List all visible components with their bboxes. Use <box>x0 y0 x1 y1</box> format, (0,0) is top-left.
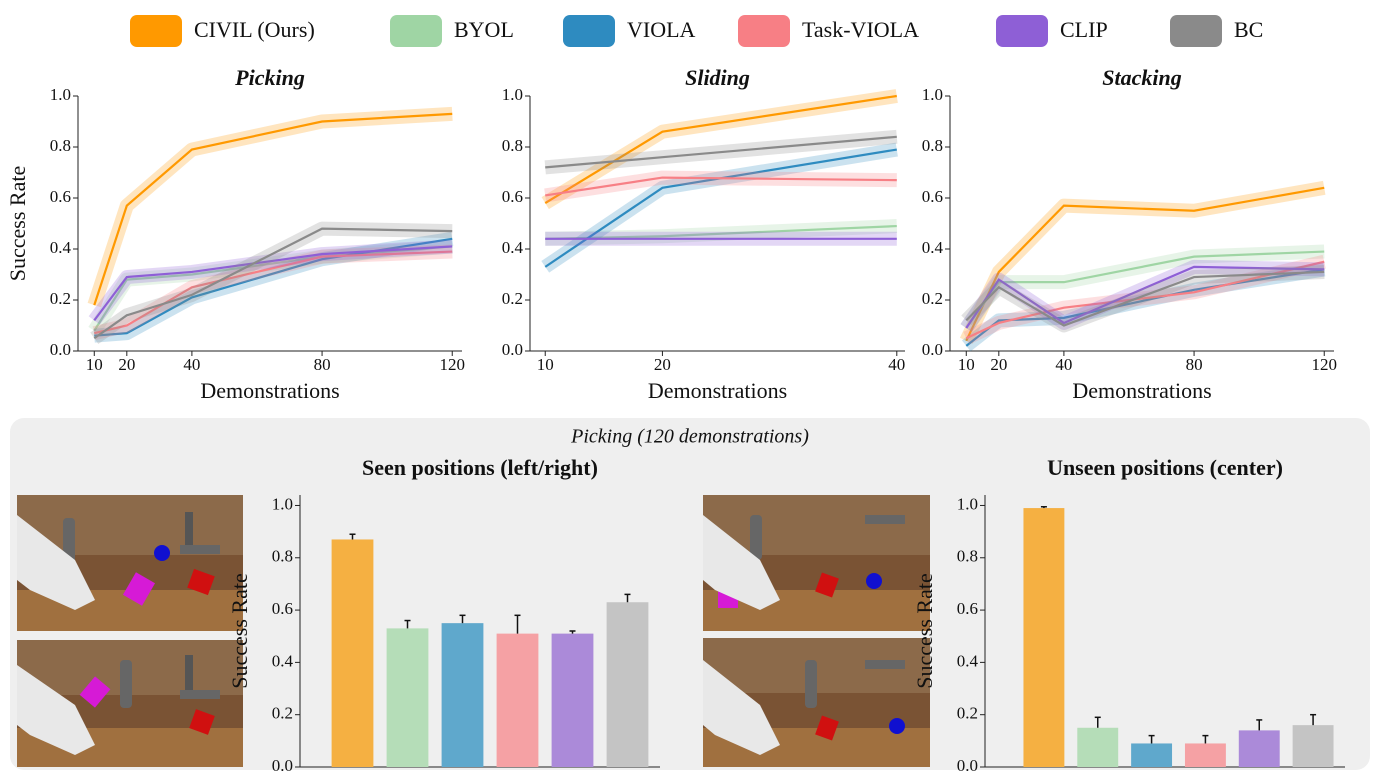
x-tick-label: 120 <box>439 355 465 374</box>
legend-swatch <box>1170 15 1222 47</box>
figure: Picking (120 demonstrations) <box>0 0 1380 771</box>
legend-swatch <box>996 15 1048 47</box>
chart-title: Stacking <box>1102 65 1181 90</box>
scene-image <box>703 495 930 631</box>
bar <box>1023 508 1064 767</box>
bar <box>497 634 539 767</box>
bar <box>442 623 484 767</box>
scene-image <box>17 640 243 767</box>
y-tick-label: 0.4 <box>50 238 72 257</box>
legend-label: CIVIL (Ours) <box>194 17 315 42</box>
y-tick-label: 1.0 <box>50 85 71 104</box>
bar <box>1131 743 1172 767</box>
x-tick-label: 80 <box>314 355 331 374</box>
chart-title: Unseen positions (center) <box>1047 455 1283 480</box>
x-tick-label: 120 <box>1311 355 1337 374</box>
x-tick-label: 40 <box>888 355 905 374</box>
legend-label: CLIP <box>1060 17 1108 42</box>
x-tick-label: 40 <box>1055 355 1072 374</box>
y-tick-label: 0.8 <box>50 136 71 155</box>
bar <box>552 634 594 767</box>
legend-swatch <box>738 15 790 47</box>
y-tick-label: 0.8 <box>922 136 943 155</box>
y-tick-label: 0.0 <box>502 340 523 359</box>
y-tick-label: 0.4 <box>957 651 979 670</box>
y-tick-label: 0.2 <box>272 704 293 723</box>
page: Picking (120 demonstrations) <box>0 0 1380 771</box>
chart-title: Picking <box>234 65 305 90</box>
x-axis-label: Demonstrations <box>200 378 339 403</box>
x-tick-label: 10 <box>958 355 975 374</box>
x-tick-label: 40 <box>183 355 200 374</box>
x-tick-label: 10 <box>86 355 103 374</box>
y-axis-label: Success Rate <box>5 166 30 281</box>
y-tick-label: 0.4 <box>922 238 944 257</box>
scene-image <box>703 638 930 767</box>
bar <box>387 628 429 767</box>
y-tick-label: 0.2 <box>957 704 978 723</box>
x-axis-label: Demonstrations <box>1072 378 1211 403</box>
legend-label: BC <box>1234 17 1263 42</box>
x-tick-label: 20 <box>654 355 671 374</box>
y-tick-label: 0.2 <box>502 289 523 308</box>
y-tick-label: 0.6 <box>50 187 71 206</box>
y-tick-label: 1.0 <box>922 85 943 104</box>
y-tick-label: 1.0 <box>272 494 293 513</box>
legend-swatch <box>563 15 615 47</box>
y-axis-label: Success Rate <box>912 573 937 688</box>
y-tick-label: 0.4 <box>502 238 524 257</box>
x-tick-label: 80 <box>1186 355 1203 374</box>
y-tick-label: 0.2 <box>50 289 71 308</box>
y-tick-label: 0.6 <box>502 187 523 206</box>
y-tick-label: 0.2 <box>922 289 943 308</box>
bar <box>1239 730 1280 767</box>
panel-title: Picking (120 demonstrations) <box>570 426 809 448</box>
y-tick-label: 1.0 <box>502 85 523 104</box>
x-tick-label: 20 <box>118 355 135 374</box>
y-tick-label: 0.6 <box>922 187 943 206</box>
bar <box>1293 725 1334 767</box>
y-tick-label: 0.6 <box>957 599 978 618</box>
y-tick-label: 0.0 <box>50 340 71 359</box>
legend-label: BYOL <box>454 17 514 42</box>
bar <box>607 602 649 767</box>
legend-swatch <box>130 15 182 47</box>
y-tick-label: 0.6 <box>272 599 293 618</box>
y-tick-label: 1.0 <box>957 494 978 513</box>
y-tick-label: 0.8 <box>502 136 523 155</box>
scene-image <box>17 495 243 631</box>
y-tick-label: 0.4 <box>272 651 294 670</box>
y-axis-label: Success Rate <box>227 573 252 688</box>
x-tick-label: 10 <box>537 355 554 374</box>
bar <box>332 539 374 767</box>
bar <box>1185 743 1226 767</box>
y-tick-label: 0.8 <box>957 547 978 566</box>
legend-label: VIOLA <box>627 17 696 42</box>
chart-title: Seen positions (left/right) <box>362 455 598 480</box>
y-tick-label: 0.0 <box>922 340 943 359</box>
y-tick-label: 0.0 <box>272 756 293 771</box>
chart-title: Sliding <box>685 65 750 90</box>
x-axis-label: Demonstrations <box>648 378 787 403</box>
y-tick-label: 0.8 <box>272 547 293 566</box>
x-tick-label: 20 <box>990 355 1007 374</box>
legend-swatch <box>390 15 442 47</box>
y-tick-label: 0.0 <box>957 756 978 771</box>
legend-label: Task-VIOLA <box>802 17 919 42</box>
bar <box>1077 728 1118 767</box>
